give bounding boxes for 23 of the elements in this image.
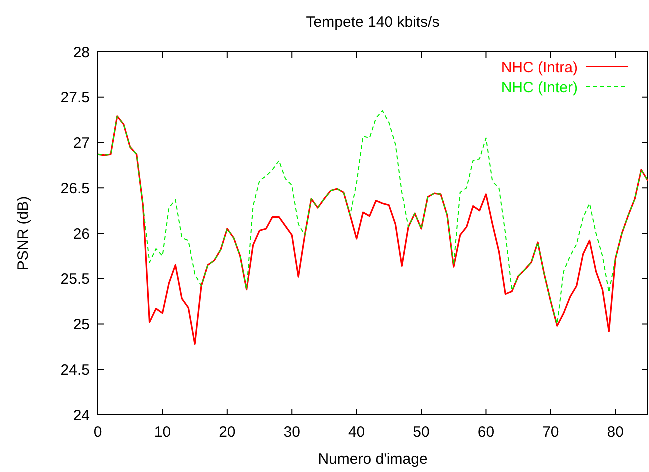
y-tick-label: 24.5 [60,362,90,379]
y-tick-label: 25.5 [60,271,90,288]
x-tick-label: 60 [478,424,495,441]
x-tick-label: 10 [154,424,172,441]
chart-title: Tempete 140 kbits/s [306,14,440,31]
x-tick-label: 40 [348,424,366,441]
x-tick-label: 70 [542,424,560,441]
legend-label: NHC (Inter) [501,79,578,96]
y-tick-label: 25 [73,316,90,334]
x-tick-label: 80 [607,424,624,441]
y-tick-label: 24 [73,407,90,424]
x-tick-label: 20 [219,424,236,441]
x-axis-title: Numero d'image [318,451,428,468]
y-tick-label: 28 [73,44,90,62]
y-tick-label: 26 [73,226,90,243]
y-tick-label: 26.5 [60,180,90,198]
x-tick-label: 30 [284,424,300,441]
x-tick-label: 0 [94,424,102,441]
y-tick-label: 27 [73,135,90,152]
legend-label: NHC (Intra) [501,59,578,76]
y-axis-title: PSNR (dB) [15,196,32,271]
y-tick-label: 27.5 [60,90,90,107]
x-tick-label: 50 [413,424,430,441]
